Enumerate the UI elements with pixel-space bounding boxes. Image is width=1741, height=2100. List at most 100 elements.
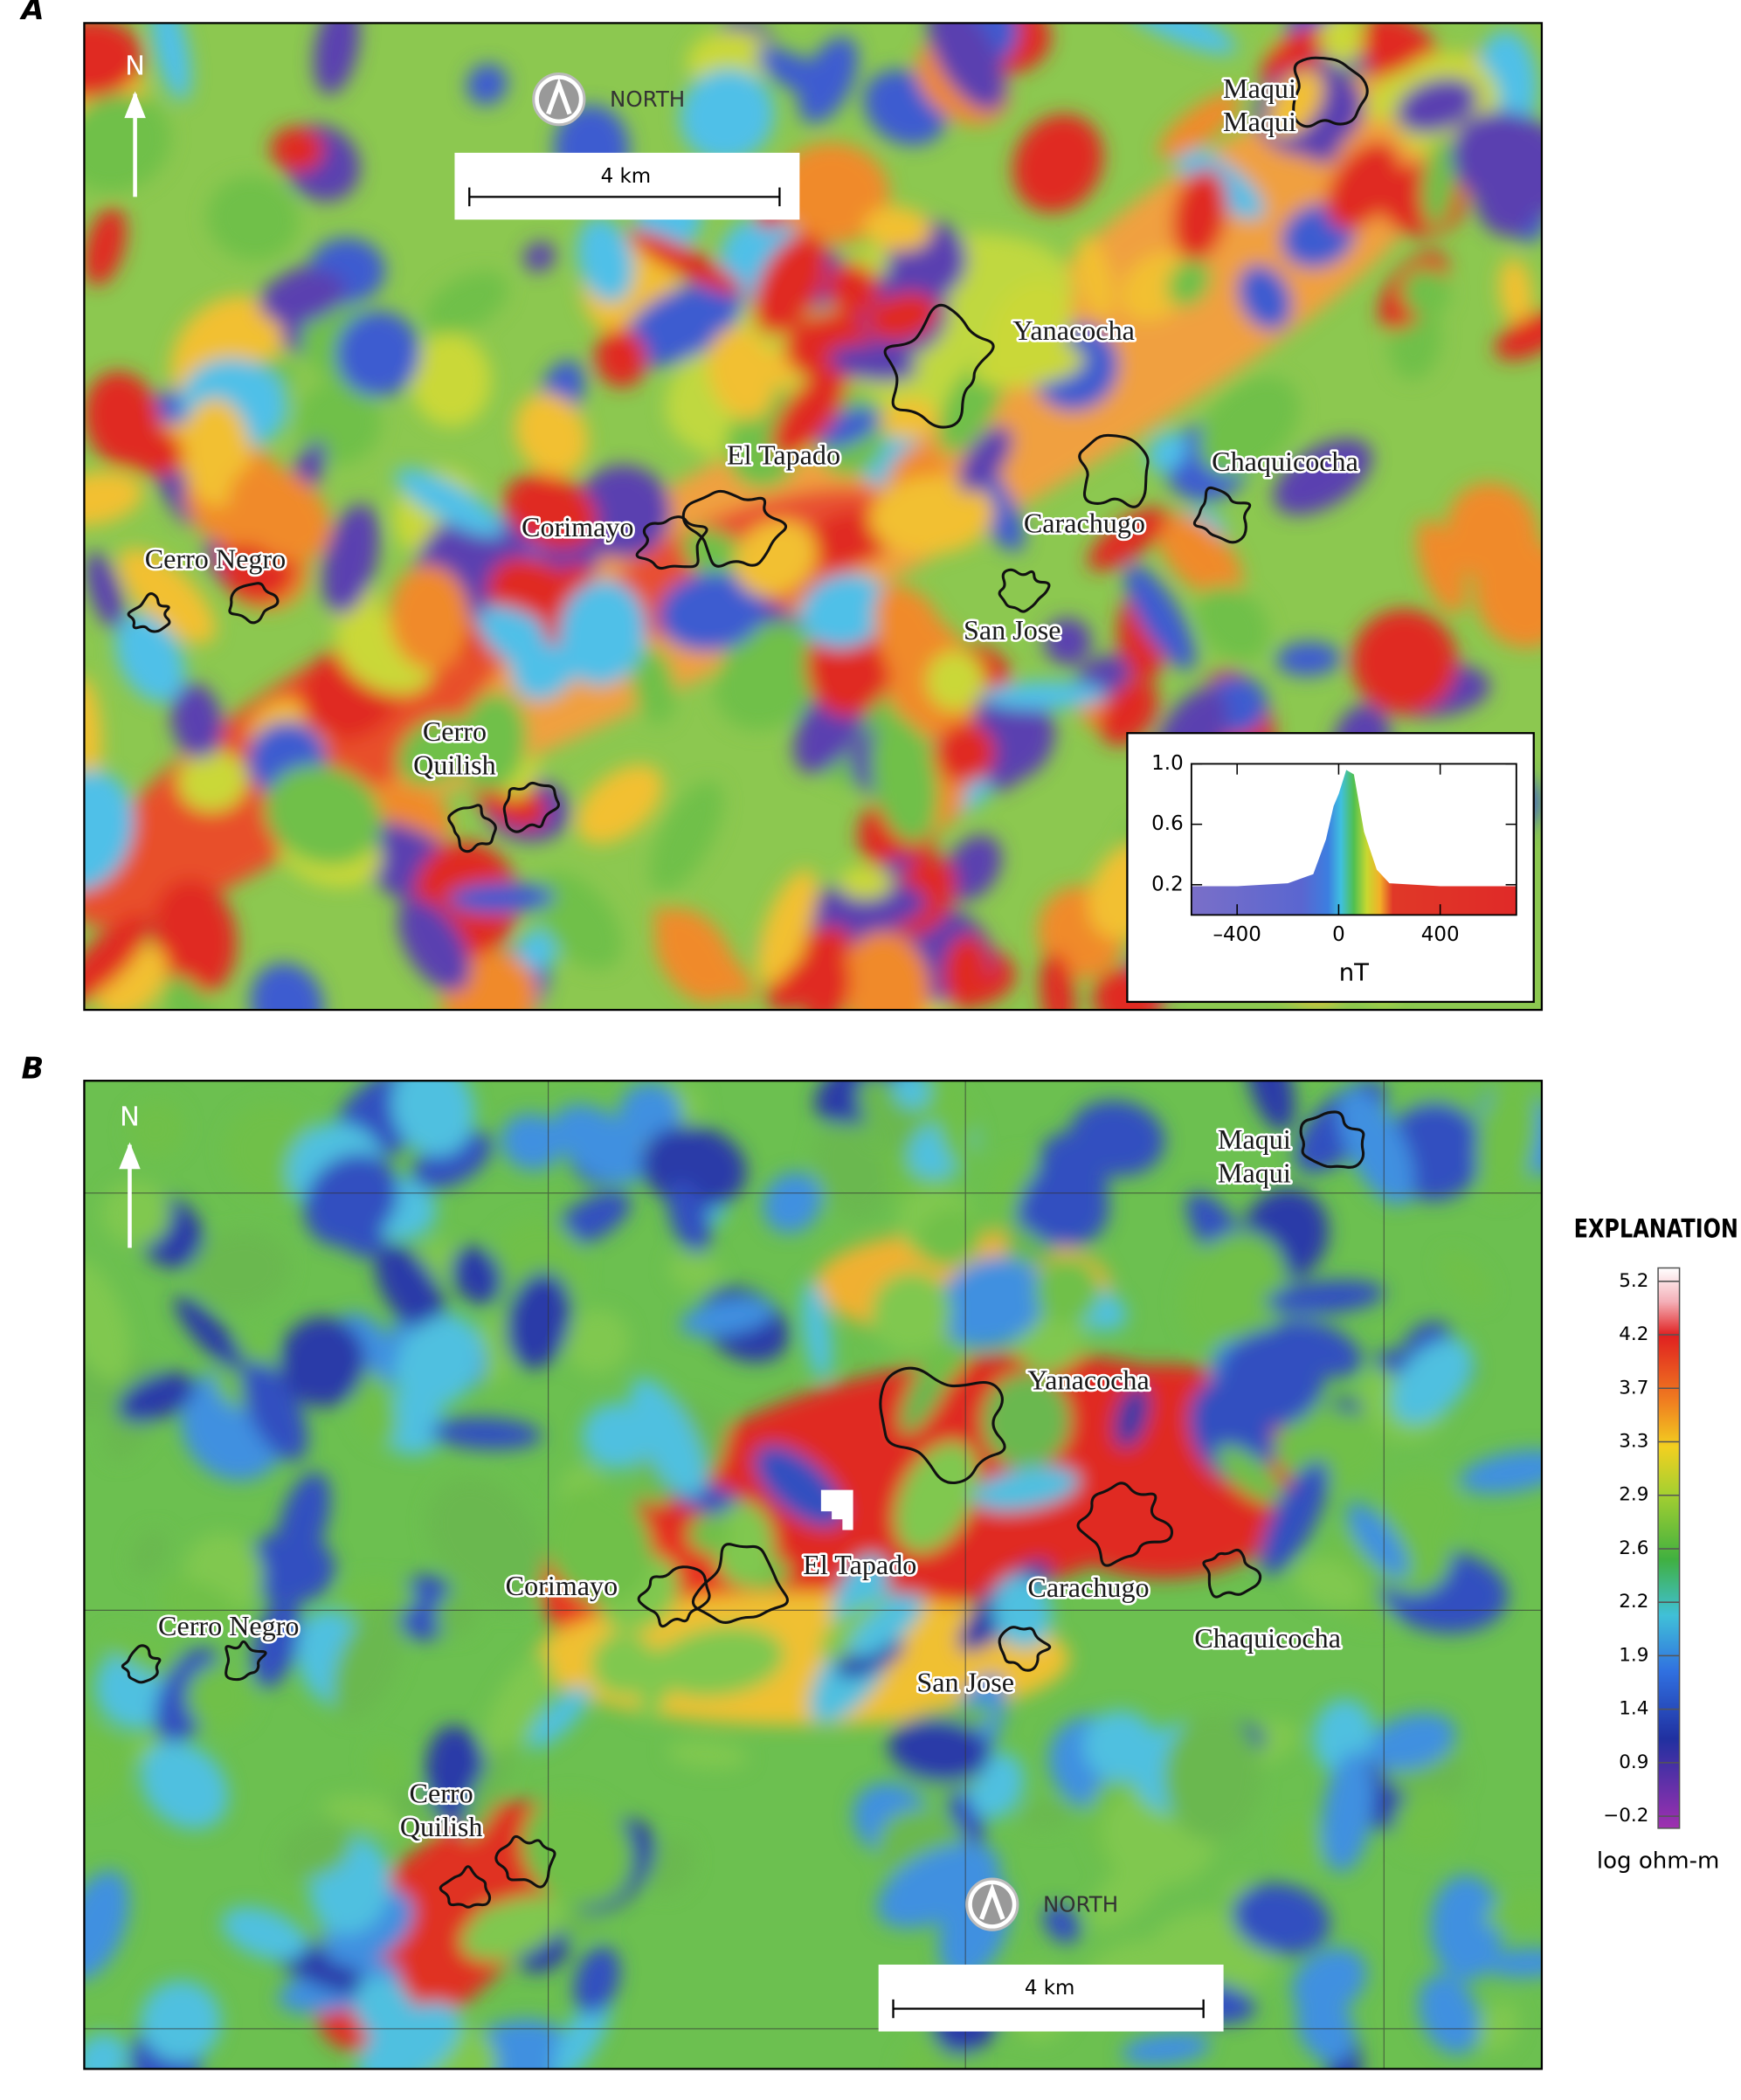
scale-bar-label: 4 km [601, 165, 652, 188]
place-label: Quilish [413, 749, 496, 780]
anomaly [410, 333, 491, 427]
north-badge [546, 77, 572, 115]
deposit-outline [225, 1640, 267, 1682]
anomaly [1274, 1409, 1386, 1487]
anomaly [753, 233, 827, 335]
anomaly [1368, 1712, 1456, 1771]
anomaly [337, 1578, 418, 1615]
anomaly [332, 1606, 404, 1719]
deposit-outline [1192, 486, 1252, 544]
anomaly [279, 1820, 353, 1879]
anomaly [506, 1272, 571, 1369]
anomaly [917, 1208, 984, 1267]
anomaly [369, 1744, 406, 1788]
anomaly [641, 1125, 747, 1209]
anomaly [1199, 376, 1300, 476]
anomaly [936, 1256, 1047, 1348]
scale-bar [892, 1999, 1205, 2019]
x-tick-label: 400 [1421, 923, 1460, 946]
anomaly [1396, 78, 1478, 134]
anomaly [840, 931, 930, 1011]
anomaly [812, 1122, 888, 1221]
anomaly [1483, 1948, 1542, 1979]
anomaly [84, 471, 143, 526]
place-label: Carachugo [1024, 507, 1145, 538]
anomaly [1076, 236, 1114, 319]
anomaly [927, 23, 1006, 111]
anomaly [447, 882, 555, 914]
deposit-outline [883, 303, 995, 429]
anomaly [563, 1309, 630, 1374]
deposit-outline [1202, 1548, 1262, 1599]
place-label: Maqui [1218, 1157, 1291, 1188]
anomaly [895, 1441, 978, 1553]
anomaly [1475, 161, 1539, 237]
place-label: Yanacocha [1027, 1364, 1149, 1396]
anomaly [279, 1316, 366, 1407]
anomaly [357, 2002, 461, 2069]
anomaly [1421, 137, 1456, 227]
place-label: Chaquicocha [1194, 1622, 1341, 1654]
deposit-outline [635, 515, 708, 570]
texture [84, 23, 1542, 1011]
anomaly [943, 834, 1002, 901]
anomaly [926, 650, 985, 711]
anomaly [763, 1171, 822, 1233]
anomaly [250, 963, 324, 1011]
anomaly [152, 878, 237, 995]
anomaly [983, 680, 1107, 710]
anomaly [930, 1081, 975, 1173]
anomaly [1459, 1449, 1542, 1495]
place-label: El Tapado [727, 439, 840, 470]
anomaly [630, 1378, 706, 1497]
anomaly [1495, 310, 1542, 361]
place-label: Maqui [1223, 73, 1296, 104]
anomaly [86, 551, 124, 630]
anomaly [653, 907, 755, 1002]
anomaly [1179, 1231, 1288, 1351]
anomaly [1088, 1843, 1174, 1931]
anomaly [715, 621, 825, 730]
anomaly [228, 465, 332, 562]
anomaly [1167, 259, 1211, 307]
anomaly [679, 1297, 776, 1337]
y-tick-label: 0.6 [1151, 812, 1184, 835]
anomaly [972, 1466, 1080, 1511]
anomaly [397, 716, 476, 786]
anomaly [118, 548, 216, 644]
place-label: San Jose [964, 614, 1061, 646]
anomaly [389, 564, 470, 670]
anomaly [458, 692, 528, 791]
deposit-outline [1076, 1482, 1174, 1567]
resistivity-map [84, 1081, 1542, 2069]
place-label: Cerro Negro [158, 1610, 299, 1641]
anomaly [1196, 584, 1269, 661]
anomaly [870, 715, 939, 844]
anomaly [649, 781, 723, 892]
anomaly [1012, 114, 1103, 213]
north-letter: N [125, 51, 145, 81]
anomaly [667, 1739, 749, 1770]
y-tick-label: 0.2 [1151, 873, 1184, 895]
anomaly [259, 269, 346, 324]
anomaly [1430, 1874, 1503, 1981]
place-label: Quilish [400, 1811, 483, 1842]
anomaly [1393, 1791, 1460, 1855]
anomaly [395, 467, 504, 537]
anomaly [140, 1741, 229, 1830]
legend-tick-label: 3.3 [1619, 1431, 1648, 1453]
anomaly [1321, 1751, 1375, 1873]
anomaly [1484, 1892, 1542, 1931]
anomaly [221, 1906, 307, 1961]
anomaly [1088, 507, 1168, 571]
anomaly [888, 1718, 991, 1782]
place-label: Cerro Negro [145, 543, 286, 575]
x-axis-label: nT [1339, 959, 1369, 987]
anomaly [1325, 142, 1400, 230]
anomaly [712, 1502, 775, 1588]
place-label: Yanacocha [1012, 314, 1134, 346]
anomaly [645, 1837, 694, 1895]
anomaly [1446, 482, 1539, 584]
anomaly [375, 1244, 445, 1333]
